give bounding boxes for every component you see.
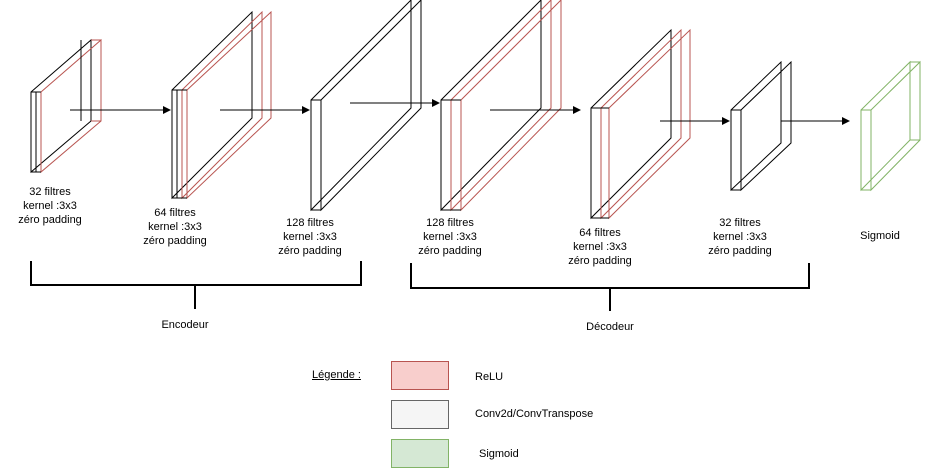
legend-swatch-relu (391, 361, 449, 390)
layer-output (860, 60, 921, 192)
decoder-bracket (410, 263, 810, 311)
label-line: 128 filtres (286, 217, 334, 229)
legend-title: Légende : (312, 369, 361, 381)
layer-conv3 (310, 0, 422, 212)
label-line: 64 filtres (154, 207, 196, 219)
legend-label-conv: Conv2d/ConvTranspose (475, 408, 594, 420)
legend-swatch-conv (391, 400, 449, 429)
label-line: zéro padding (278, 245, 342, 257)
label-line: kernel :3x3 (148, 221, 202, 233)
label-conv3: 128 filtres kernel :3x3 zéro padding (278, 216, 342, 258)
label-line: 64 filtres (579, 227, 621, 239)
legend-label-relu: ReLU (475, 371, 504, 383)
label-conv1: 32 filtres kernel :3x3 zéro padding (18, 185, 82, 227)
label-line: zéro padding (18, 214, 82, 226)
legend-swatch-sigmoid (391, 439, 449, 468)
label-deconv2: 64 filtres kernel :3x3 zéro padding (568, 226, 632, 268)
label-output: Sigmoid (860, 229, 900, 243)
encoder-label: Encodeur (161, 319, 209, 331)
layer-conv2 (171, 10, 272, 200)
label-line: kernel :3x3 (713, 231, 767, 243)
label-line: kernel :3x3 (423, 231, 477, 243)
label-line: zéro padding (568, 255, 632, 267)
layer-deconv2 (590, 28, 691, 220)
layer-deconv3 (730, 60, 792, 192)
layer-deconv1 (440, 0, 562, 212)
layer-conv1 (30, 38, 102, 174)
label-line: 32 filtres (719, 217, 761, 229)
legend-label-sigmoid: Sigmoid (479, 448, 519, 460)
decoder-label: Décodeur (586, 321, 634, 333)
label-line: kernel :3x3 (23, 200, 77, 212)
label-line: 32 filtres (29, 186, 71, 198)
label-deconv1: 128 filtres kernel :3x3 zéro padding (418, 216, 482, 258)
label-line: zéro padding (708, 245, 772, 257)
label-line: zéro padding (143, 235, 207, 247)
label-line: Sigmoid (860, 230, 900, 242)
label-line: zéro padding (418, 245, 482, 257)
label-conv2: 64 filtres kernel :3x3 zéro padding (143, 206, 207, 248)
label-line: 128 filtres (426, 217, 474, 229)
encoder-bracket (30, 261, 362, 309)
label-deconv3: 32 filtres kernel :3x3 zéro padding (708, 216, 772, 258)
label-line: kernel :3x3 (573, 241, 627, 253)
label-line: kernel :3x3 (283, 231, 337, 243)
